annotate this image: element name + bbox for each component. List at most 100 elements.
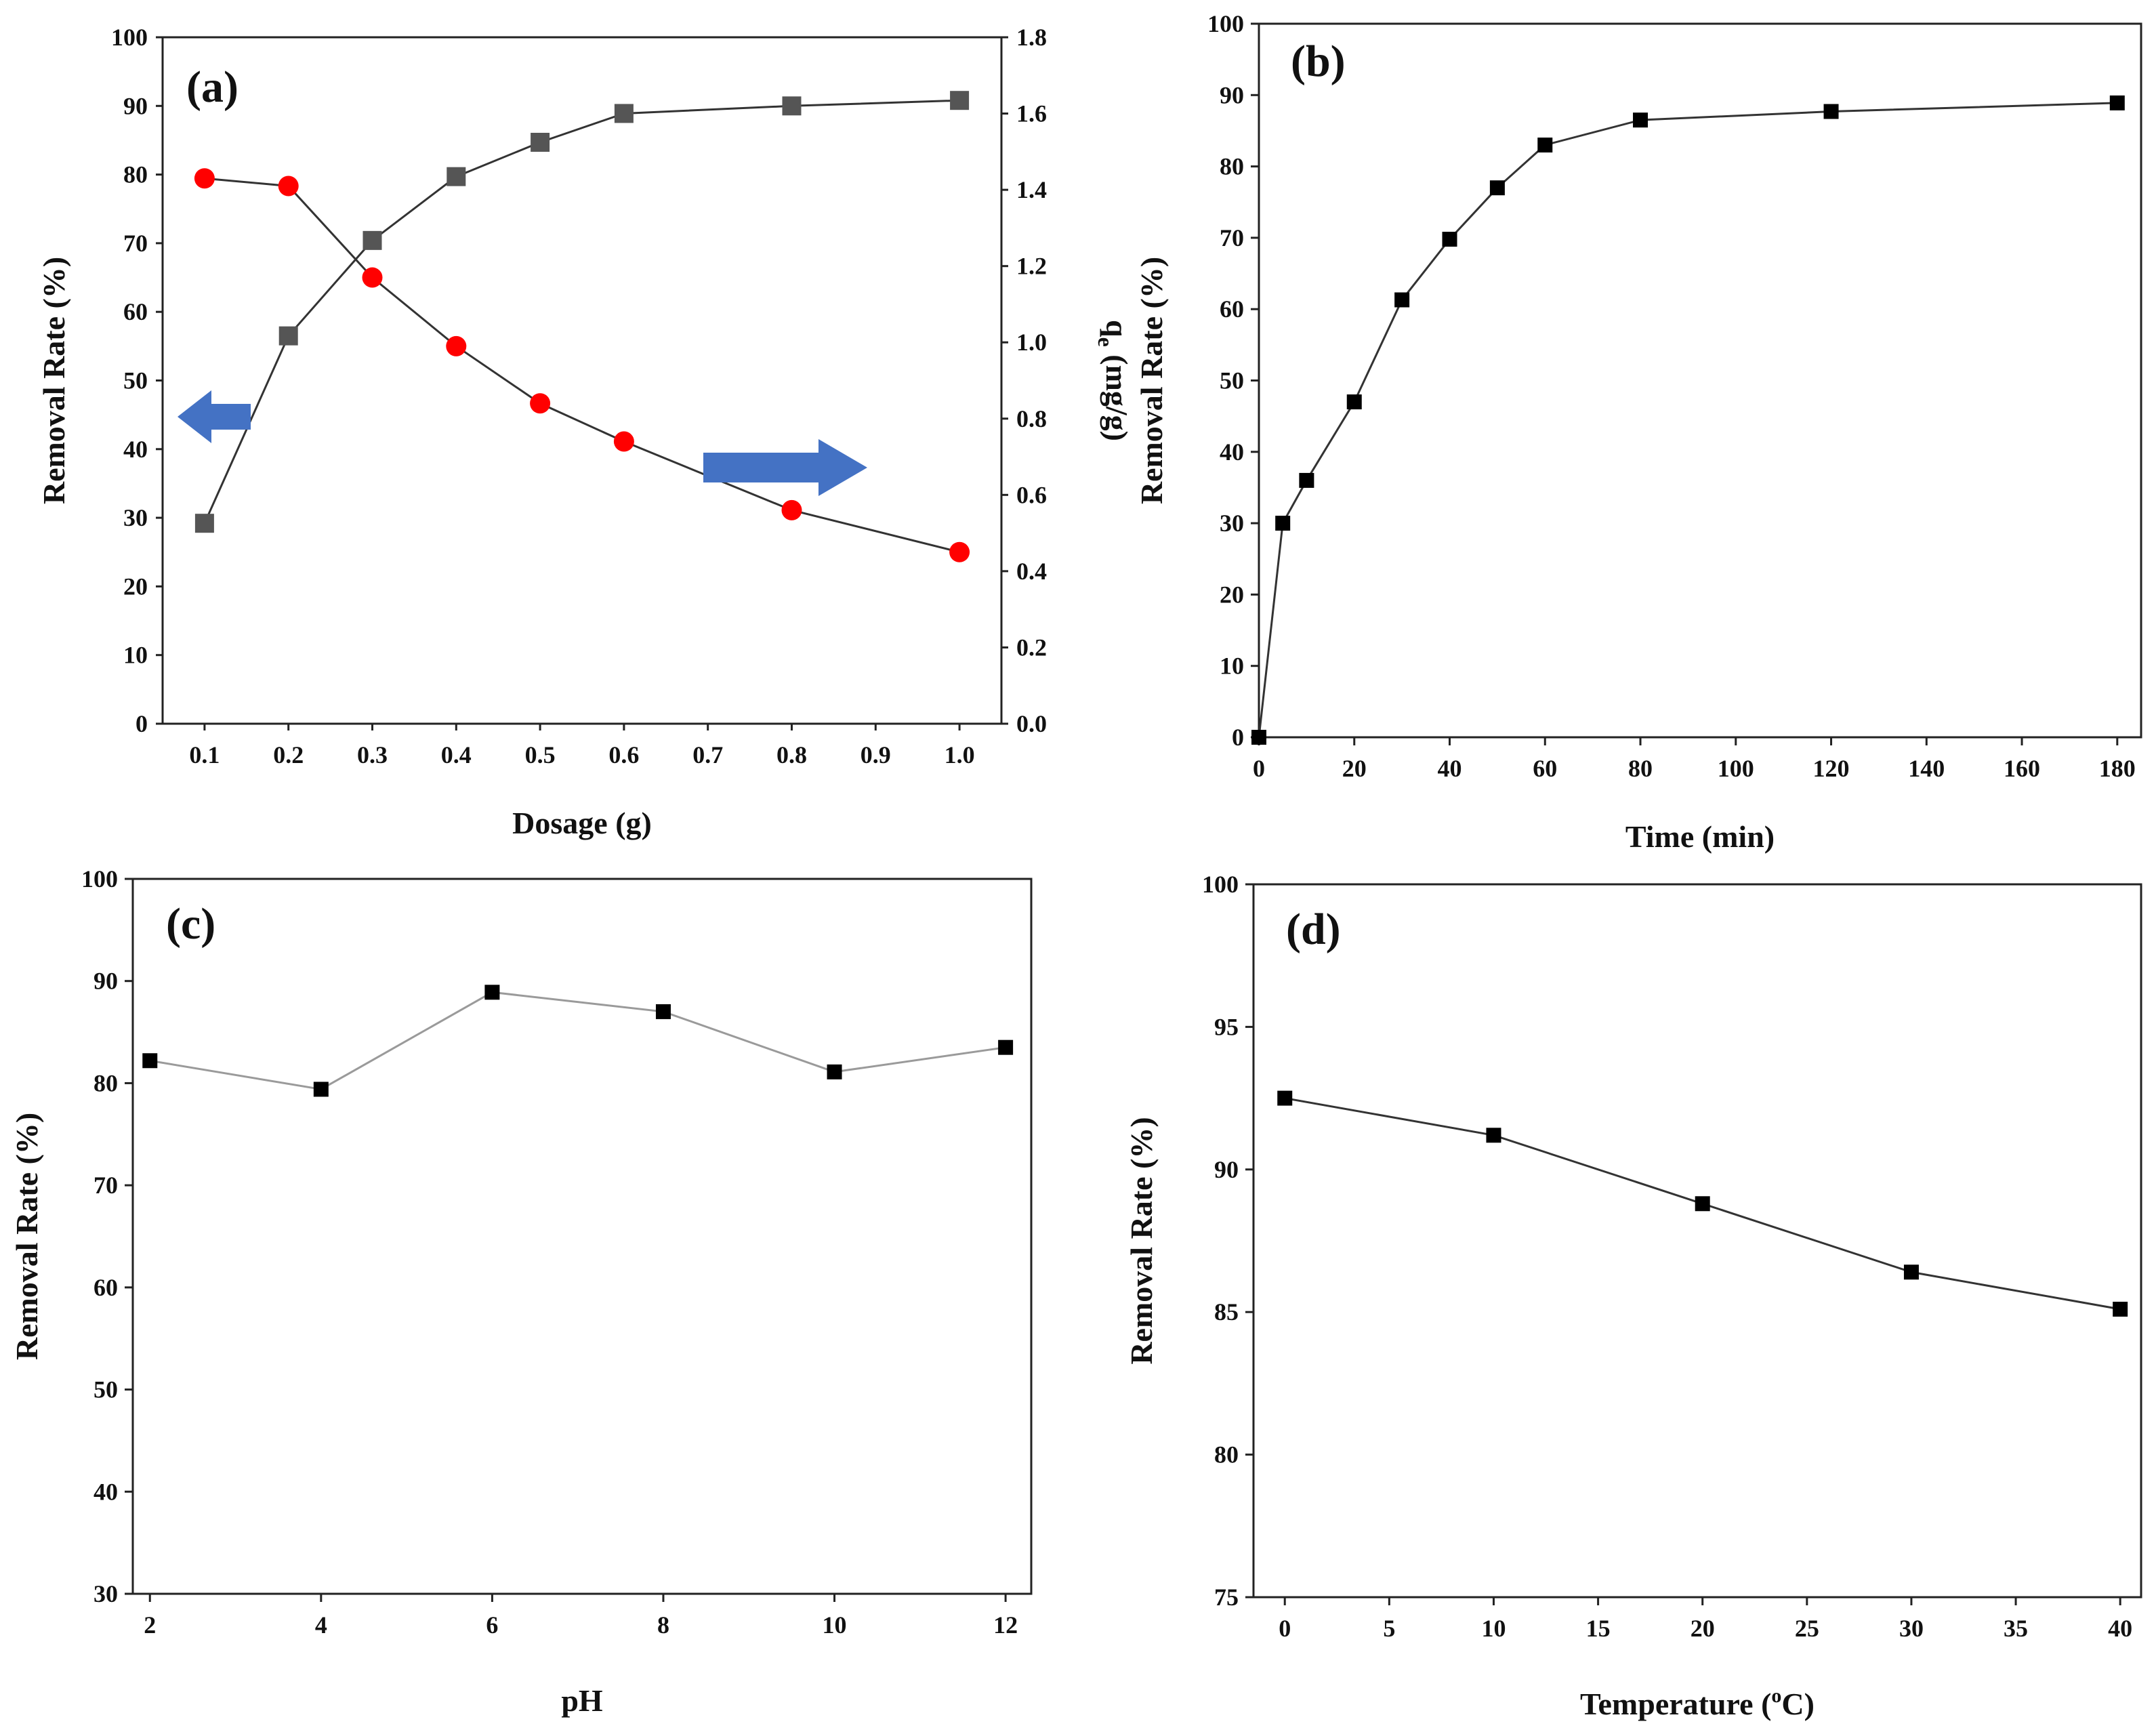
x-tick-label: 6	[486, 1611, 498, 1639]
y-tick-label: 70	[1220, 224, 1244, 251]
y2-axis-label-sub: e	[1094, 337, 1118, 347]
x-tick-label: 140	[1908, 755, 1945, 782]
y-tick-label: 85	[1214, 1298, 1239, 1325]
x-tick-label: 10	[823, 1611, 847, 1639]
data-point	[530, 393, 551, 414]
plot-frame	[161, 36, 1003, 725]
data-point	[362, 230, 382, 250]
series-line-1	[150, 991, 1006, 1091]
y-tick-label: 90	[1220, 81, 1244, 108]
x-tick-label: 1.0	[945, 741, 975, 768]
y-tick-label: 0	[1232, 724, 1244, 751]
x-tick-label: 0.4	[441, 741, 472, 768]
data-point	[194, 168, 215, 189]
data-point	[655, 1004, 671, 1019]
data-point	[1299, 472, 1314, 488]
chart-panel-2: 0 20 40 60 80 100 120 140 160 180 0 10 20 30 40 50 60 70 8…	[1134, 10, 2142, 854]
data-point	[1537, 138, 1553, 153]
y-tick-label: 60	[94, 1274, 118, 1301]
x-tick-label: 4	[315, 1611, 327, 1639]
y-tick-label: 0	[136, 710, 148, 737]
data-point	[447, 167, 466, 186]
x-tick-label: 100	[1718, 755, 1754, 782]
x-tick-label: 0.8	[776, 741, 807, 768]
data-point	[142, 1053, 158, 1069]
data-point	[614, 104, 634, 123]
x-tick-label: 0.3	[357, 741, 388, 768]
x-tick-label: 0	[1279, 1615, 1291, 1642]
data-point	[782, 96, 802, 116]
y2-tick-label: 0.6	[1016, 481, 1047, 508]
x-tick-label: 20	[1342, 755, 1367, 782]
data-point	[194, 514, 214, 533]
data-point	[313, 1082, 329, 1097]
x-tick-label: 40	[1438, 755, 1462, 782]
x-axis-label: Temperature (oC)	[1580, 1685, 1815, 1721]
y-tick-label: 75	[1214, 1584, 1239, 1611]
x-axis-label: pH	[561, 1683, 603, 1718]
y-axis-label: Removal Rate (%)	[9, 1113, 44, 1360]
x-tick-label: 0.9	[861, 741, 891, 768]
x-tick-label: 60	[1533, 755, 1557, 782]
x-tick-label: 0	[1253, 755, 1265, 782]
data-point	[1277, 1090, 1293, 1106]
data-point	[2109, 95, 2125, 110]
data-point	[1489, 180, 1505, 196]
x-tick-label: 0.6	[608, 741, 639, 768]
y-tick-label: 50	[123, 367, 148, 394]
plot-frame	[1258, 22, 2142, 739]
y2-tick-label: 0.4	[1016, 558, 1047, 585]
y2-tick-label: 1.8	[1016, 24, 1047, 51]
data-point	[1903, 1264, 1919, 1280]
data-point	[1695, 1196, 1710, 1212]
data-point	[1275, 516, 1291, 531]
y-tick-label: 10	[1220, 653, 1244, 680]
series-line-1	[1258, 102, 2117, 738]
y-tick-label: 40	[123, 436, 148, 463]
y2-tick-label: 1.2	[1016, 253, 1047, 280]
y-tick-label: 40	[1220, 438, 1244, 466]
x-tick-label: 20	[1691, 1615, 1715, 1642]
x-axis-label-tail: C)	[1781, 1687, 1815, 1721]
y-tick-label: 20	[1220, 581, 1244, 608]
y-tick-label: 70	[123, 230, 148, 257]
data-point	[484, 985, 500, 1000]
x-tick-label: 30	[1899, 1615, 1924, 1642]
data-point	[1442, 232, 1457, 247]
y-tick-label: 90	[123, 92, 148, 119]
x-axis-label-sup: o	[1771, 1685, 1781, 1707]
x-tick-label: 160	[2004, 755, 2040, 782]
plot-frame	[131, 878, 1033, 1595]
y-tick-label: 100	[81, 865, 118, 892]
data-point	[998, 1039, 1014, 1055]
data-point	[1486, 1128, 1501, 1143]
data-point	[2113, 1301, 2128, 1317]
data-point	[531, 132, 550, 152]
y2-tick-label: 1.0	[1016, 329, 1047, 356]
y-tick-label: 50	[1220, 367, 1244, 394]
y2-axis-label: qe (mg/g)	[1094, 320, 1134, 441]
y-tick-label: 100	[1202, 871, 1239, 898]
chart-panel-3: 2 4 6 8 10 12 30 40 50 60 70 80 90 100 pH Removal Rate …	[9, 865, 1033, 1718]
data-point	[362, 267, 383, 288]
y-tick-label: 95	[1214, 1013, 1239, 1040]
arrow-right-icon	[703, 439, 867, 496]
series-line-2	[204, 177, 960, 554]
data-point	[613, 431, 634, 452]
x-tick-label: 40	[2108, 1615, 2132, 1642]
data-point	[446, 335, 467, 356]
arrow-left-icon	[178, 390, 251, 443]
y-tick-label: 30	[94, 1580, 118, 1607]
y-tick-label: 90	[94, 968, 118, 995]
y2-axis-label-unit: (mg/g)	[1100, 347, 1134, 441]
y-tick-label: 30	[1220, 510, 1244, 537]
y-axis-label: Removal Rate (%)	[1134, 257, 1169, 504]
y-tick-label: 100	[1207, 10, 1244, 37]
x-tick-label: 2	[144, 1611, 156, 1639]
y-tick-label: 50	[94, 1376, 118, 1403]
x-tick-label: 5	[1383, 1615, 1395, 1642]
data-point	[278, 326, 298, 346]
data-point	[1346, 394, 1362, 410]
y-tick-label: 70	[94, 1172, 118, 1199]
